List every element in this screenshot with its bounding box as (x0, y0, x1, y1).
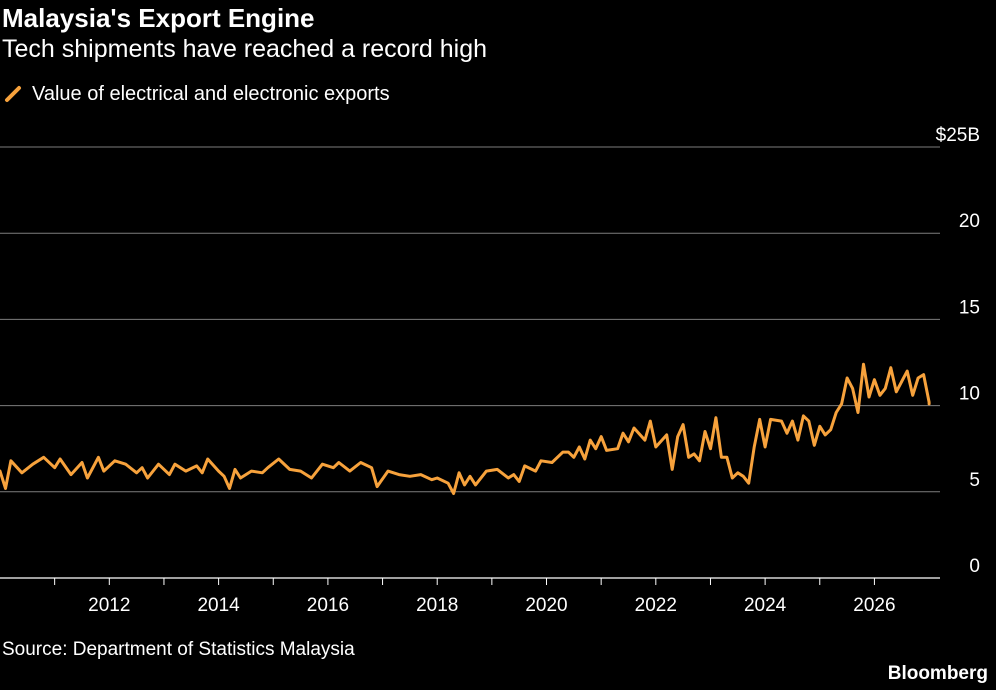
x-axis-labels: 2012 2014 2016 2018 2020 2022 2024 2026 (88, 595, 895, 616)
brand-logo: Bloomberg (887, 663, 988, 684)
chart-subtitle: Tech shipments have reached a record hig… (2, 35, 488, 63)
chart-legend: Value of electrical and electronic expor… (4, 80, 390, 108)
x-tick-label: 2020 (525, 595, 567, 616)
source-note: Source: Department of Statistics Malaysi… (2, 639, 355, 660)
y-tick-label: 5 (969, 470, 980, 491)
chart-title: Malaysia's Export Engine (2, 3, 315, 33)
series-layer (0, 362, 931, 495)
x-tick-label: 2014 (197, 595, 240, 616)
x-tick-label: 2016 (307, 595, 349, 616)
legend-label: Value of electrical and electronic expor… (32, 82, 390, 105)
y-axis: $25B 20 15 10 5 0 (936, 125, 980, 577)
x-tick-label: 2024 (744, 595, 787, 616)
x-tick-label: 2012 (88, 595, 130, 616)
series-line-0 (0, 362, 931, 495)
x-tick-label: 2018 (416, 595, 458, 616)
grid-lines (0, 146, 940, 493)
legend-line-icon (5, 86, 21, 102)
y-tick-label: $25B (936, 125, 980, 146)
y-tick-label: 0 (969, 556, 980, 577)
x-tick-label: 2026 (853, 595, 895, 616)
x-tick-label: 2022 (635, 595, 677, 616)
x-axis (0, 577, 940, 585)
y-tick-label: 15 (959, 297, 980, 318)
y-tick-label: 10 (959, 384, 980, 405)
y-tick-label: 20 (959, 211, 980, 232)
